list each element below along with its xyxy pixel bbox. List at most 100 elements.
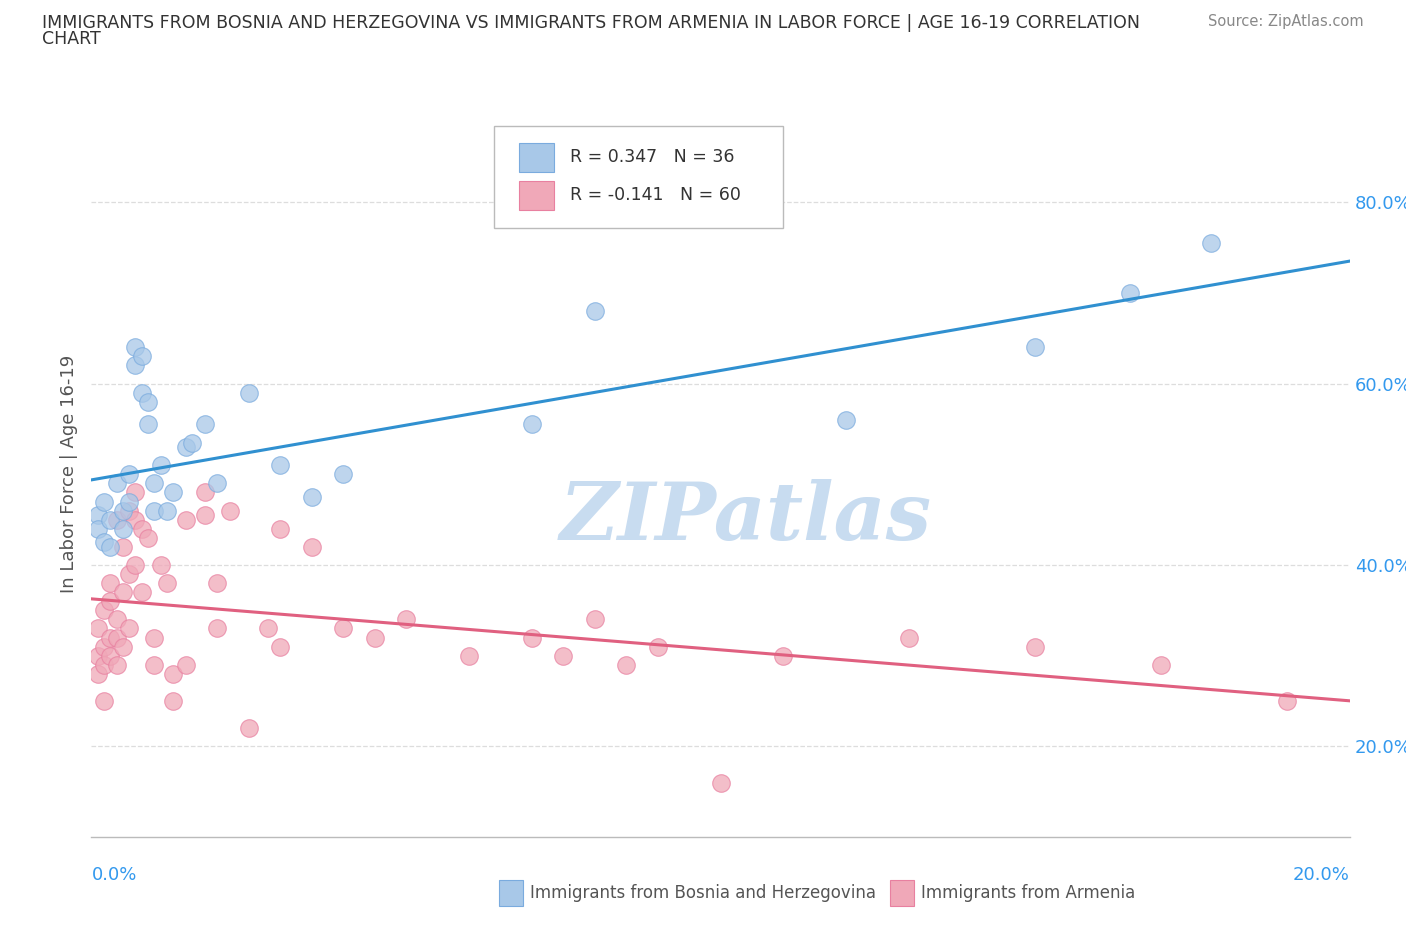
Y-axis label: In Labor Force | Age 16-19: In Labor Force | Age 16-19 [59, 355, 77, 593]
Point [162, 666, 184, 681]
Point [98, 594, 121, 609]
Point [98, 648, 121, 663]
Point [111, 521, 134, 536]
Point [553, 648, 575, 663]
Point [98, 576, 121, 591]
Point [363, 631, 385, 645]
Point [93, 694, 115, 709]
Point [111, 585, 134, 600]
Point [205, 621, 228, 636]
Point [583, 303, 606, 318]
Point [124, 358, 146, 373]
Point [105, 631, 128, 645]
Point [98, 539, 121, 554]
Text: R = 0.347   N = 36: R = 0.347 N = 36 [569, 148, 734, 166]
Point [93, 658, 115, 672]
Point [269, 639, 291, 654]
Point [156, 576, 179, 591]
Point [583, 612, 606, 627]
Point [457, 648, 479, 663]
Point [194, 508, 217, 523]
Point [131, 349, 153, 364]
Point [1024, 639, 1046, 654]
Point [143, 631, 166, 645]
Point [124, 485, 146, 500]
Point [105, 476, 128, 491]
Point [143, 503, 166, 518]
Point [131, 521, 153, 536]
Point [332, 621, 354, 636]
Point [301, 489, 323, 504]
Point [86, 621, 108, 636]
Point [105, 512, 128, 527]
Point [332, 467, 354, 482]
Point [105, 612, 128, 627]
Point [93, 494, 115, 509]
Point [162, 485, 184, 500]
Point [124, 512, 146, 527]
Point [93, 603, 115, 618]
Point [614, 658, 637, 672]
Point [98, 631, 121, 645]
Point [118, 503, 141, 518]
Point [647, 639, 669, 654]
Point [772, 648, 794, 663]
FancyBboxPatch shape [519, 180, 554, 209]
Point [181, 435, 204, 450]
Point [86, 521, 108, 536]
Point [1201, 235, 1223, 250]
Point [98, 512, 121, 527]
Point [194, 417, 217, 432]
Point [269, 521, 291, 536]
Point [238, 385, 260, 400]
Point [256, 621, 278, 636]
Point [124, 340, 146, 355]
Point [149, 458, 172, 472]
Point [1118, 286, 1140, 300]
Point [205, 476, 228, 491]
Point [301, 539, 323, 554]
Point [162, 694, 184, 709]
Point [131, 385, 153, 400]
Point [93, 639, 115, 654]
Text: IMMIGRANTS FROM BOSNIA AND HERZEGOVINA VS IMMIGRANTS FROM ARMENIA IN LABOR FORCE: IMMIGRANTS FROM BOSNIA AND HERZEGOVINA V… [42, 14, 1140, 32]
Point [520, 417, 543, 432]
Point [1024, 340, 1046, 355]
Point [205, 576, 228, 591]
Point [143, 658, 166, 672]
Point [105, 658, 128, 672]
Point [131, 585, 153, 600]
Point [395, 612, 418, 627]
Text: R = -0.141   N = 60: R = -0.141 N = 60 [569, 186, 741, 204]
Text: CHART: CHART [42, 30, 101, 47]
Point [1275, 694, 1298, 709]
Point [86, 666, 108, 681]
Point [136, 394, 159, 409]
Point [118, 467, 141, 482]
Point [149, 558, 172, 573]
Point [156, 503, 179, 518]
Text: 20.0%: 20.0% [1294, 866, 1350, 884]
Point [93, 535, 115, 550]
Text: Immigrants from Bosnia and Herzegovina: Immigrants from Bosnia and Herzegovina [530, 884, 876, 902]
Point [238, 721, 260, 736]
Point [269, 458, 291, 472]
Text: ZIPatlas: ZIPatlas [560, 479, 932, 556]
FancyBboxPatch shape [519, 143, 554, 172]
Point [118, 494, 141, 509]
Point [194, 485, 217, 500]
Point [111, 639, 134, 654]
Point [520, 631, 543, 645]
Point [111, 539, 134, 554]
Point [709, 776, 731, 790]
Text: Source: ZipAtlas.com: Source: ZipAtlas.com [1208, 14, 1364, 29]
Text: Immigrants from Armenia: Immigrants from Armenia [921, 884, 1135, 902]
Point [1150, 658, 1173, 672]
Text: 0.0%: 0.0% [91, 866, 136, 884]
Point [86, 508, 108, 523]
Point [174, 658, 197, 672]
Point [86, 648, 108, 663]
Point [174, 512, 197, 527]
Point [174, 440, 197, 455]
Point [118, 621, 141, 636]
